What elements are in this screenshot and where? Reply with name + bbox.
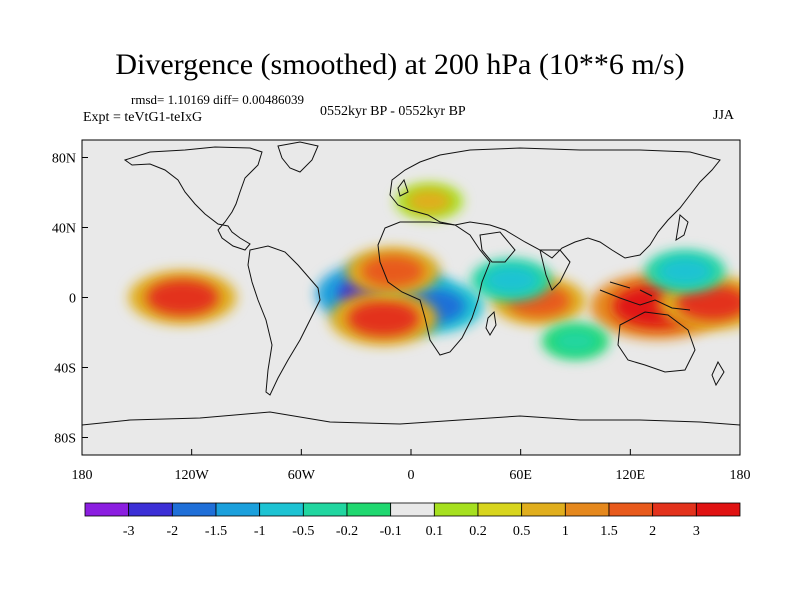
- colorbar-swatch: [346, 502, 392, 517]
- colorbar-swatch: [695, 502, 741, 517]
- y-tick-label: 0: [69, 292, 76, 307]
- colorbar-swatch: [521, 502, 566, 517]
- colorbar-label: 1.5: [600, 524, 618, 539]
- field-feature-12: [406, 189, 452, 214]
- colorbar-label: -1.5: [205, 524, 227, 539]
- colorbar-label: -3: [123, 524, 135, 539]
- axes: 180 120W 60W 0 60E 120E 180 80N 40N 0 40S 80S: [52, 152, 751, 484]
- season-label: JJA: [713, 108, 735, 123]
- field-feature-9: [484, 266, 539, 294]
- colorbar-label: -2: [166, 524, 178, 539]
- colorbar-label: -0.1: [380, 524, 402, 539]
- field-feature-3: [146, 279, 219, 316]
- colorbar: -3 -2 -1.5 -1 -0.5 -0.2 -0.1 0.1 0.2 0.5 1 1.5 2 3: [84, 502, 741, 539]
- x-tick-label: 0: [408, 468, 415, 483]
- coast-antarctica: [82, 411, 740, 426]
- colorbar-label: 2: [649, 524, 656, 539]
- field-feature-8: [361, 255, 425, 288]
- period-label: 0552kyr BP - 0552kyr BP: [320, 104, 466, 119]
- coastlines: [82, 141, 740, 426]
- colorbar-label: 1: [562, 524, 569, 539]
- colorbar-swatch: [390, 502, 435, 517]
- coast-australia: [617, 311, 696, 373]
- x-tick-label: 180: [72, 468, 93, 483]
- divergence-field: [128, 183, 740, 360]
- colorbar-swatch: [84, 502, 130, 517]
- colorbar-swatch: [564, 502, 610, 517]
- coast-africa: [377, 221, 491, 356]
- y-tick-label: 80S: [54, 432, 76, 447]
- x-tick-label: 120E: [616, 468, 646, 483]
- x-tick-label: 120W: [175, 468, 210, 483]
- coast-south-america: [247, 245, 321, 396]
- colorbar-swatch: [259, 502, 304, 517]
- y-tick-label: 40S: [54, 362, 76, 377]
- experiment-label: Expt = teVtG1-teIxG: [83, 110, 203, 125]
- colorbar-swatch: [652, 502, 697, 517]
- field-feature-11: [553, 329, 598, 354]
- coast-madagascar: [485, 310, 497, 336]
- coast-north-america: [123, 146, 263, 251]
- coast-indonesia: [599, 281, 691, 311]
- colorbar-swatch: [433, 502, 479, 517]
- colorbar-swatch: [128, 502, 173, 517]
- colorbar-label: 0.5: [513, 524, 531, 539]
- colorbar-swatch: [171, 502, 217, 517]
- coast-greenland: [277, 141, 319, 173]
- colorbar-swatch: [215, 502, 261, 517]
- y-tick-label: 40N: [52, 222, 76, 237]
- coast-new-zealand: [711, 360, 725, 387]
- coast-eurasia: [389, 147, 721, 259]
- coast-india: [539, 249, 571, 291]
- coast-japan: [675, 214, 689, 242]
- colorbar-label: -1: [254, 524, 266, 539]
- colorbar-label: -0.5: [292, 524, 314, 539]
- x-tick-label: 180: [730, 468, 751, 483]
- chart-title: Divergence (smoothed) at 200 hPa (10**6 …: [115, 48, 685, 81]
- field-feature-6: [347, 300, 420, 337]
- colorbar-swatch: [477, 502, 523, 517]
- coast-uk: [397, 178, 409, 197]
- colorbar-swatch: [302, 502, 348, 517]
- colorbar-label: 0.1: [426, 524, 444, 539]
- y-tick-label: 80N: [52, 152, 76, 167]
- stats-text: rmsd= 1.10169 diff= 0.00486039: [131, 92, 304, 107]
- x-tick-label: 60E: [509, 468, 532, 483]
- field-feature-5: [676, 284, 740, 321]
- colorbar-label: 3: [693, 524, 700, 539]
- field-feature-10: [658, 257, 713, 286]
- colorbar-swatch: [608, 502, 654, 517]
- colorbar-label: 0.2: [469, 524, 487, 539]
- x-tick-label: 60W: [288, 468, 316, 483]
- coast-arabia: [479, 231, 516, 263]
- colorbar-label: -0.2: [336, 524, 358, 539]
